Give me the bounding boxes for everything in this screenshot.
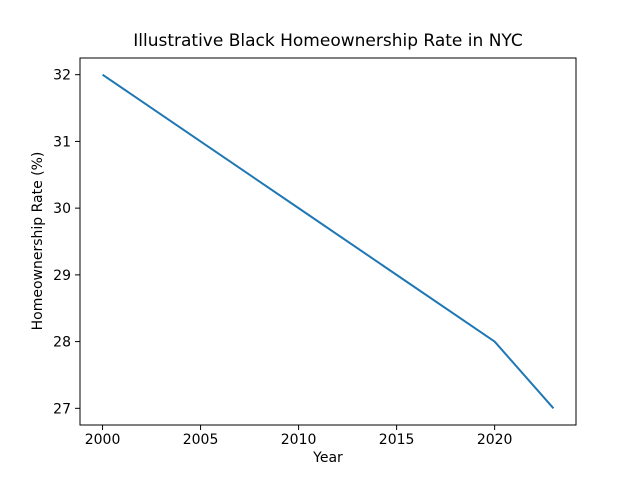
x-tick-label: 2005 <box>183 432 219 448</box>
x-axis-ticks: 2000 2005 2010 2015 2020 <box>85 425 513 448</box>
x-tick-label: 2000 <box>85 432 121 448</box>
x-axis-label: Year <box>312 450 343 466</box>
y-tick-label: 32 <box>53 68 71 84</box>
y-axis-ticks: 27 28 29 30 31 32 <box>53 68 80 417</box>
data-line-series <box>101 73 555 409</box>
y-tick-label: 31 <box>53 134 71 150</box>
x-tick-label: 2010 <box>281 432 317 448</box>
y-tick-label: 28 <box>53 335 71 351</box>
y-tick-label: 30 <box>53 201 71 217</box>
y-axis-label: Homeownership Rate (%) <box>30 152 46 331</box>
plot-frame <box>79 57 577 426</box>
x-tick-label: 2020 <box>477 432 513 448</box>
chart-title: Illustrative Black Homeownership Rate in… <box>133 31 522 51</box>
x-tick-label: 2015 <box>379 432 415 448</box>
y-tick-label: 27 <box>53 401 71 417</box>
y-tick-label: 29 <box>53 268 71 284</box>
